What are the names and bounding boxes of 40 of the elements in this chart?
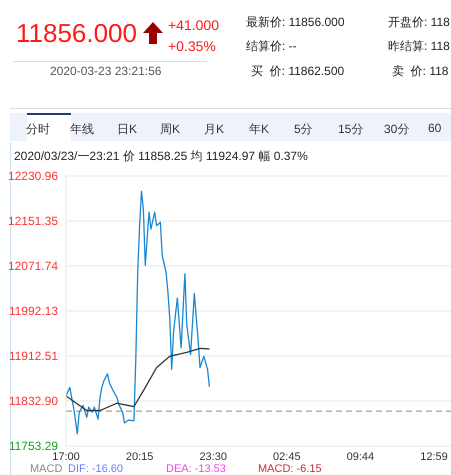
text: 5分 xyxy=(294,121,313,138)
text: 结算价: -- xyxy=(246,38,297,55)
text: MACD: -6.15 xyxy=(258,463,322,475)
text: 开盘价: 118 xyxy=(388,14,450,31)
line-series xyxy=(66,190,210,434)
y-tick-label: 12230.96 xyxy=(8,169,58,183)
x-tick-label: 23:30 xyxy=(199,450,227,463)
text: MACD xyxy=(30,463,62,475)
text: 买 价: 11862.500 xyxy=(251,63,344,80)
text: 11856.000 xyxy=(16,18,137,49)
text: 15分 xyxy=(338,121,364,138)
x-tick-label: 12:59 xyxy=(420,450,448,463)
text: 分时 xyxy=(26,121,50,138)
y-tick-label: 12071.74 xyxy=(8,259,58,273)
text: 2020/03/23/一23:21 价 11858.25 均 11924.97 幅 0.37% xyxy=(14,148,308,165)
text: 最新价: 11856.000 xyxy=(246,14,345,31)
x-tick-label: 20:15 xyxy=(126,450,154,463)
text: 60 xyxy=(428,121,442,135)
x-tick-label: 09:44 xyxy=(346,450,374,463)
x-tick-label: 02:45 xyxy=(273,450,301,463)
text: 卖 价: 118 xyxy=(392,63,448,80)
y-tick-label: 11753.29 xyxy=(8,439,58,453)
text: 日K xyxy=(117,121,138,138)
text: 昨结算: 118 xyxy=(388,38,450,55)
line-series xyxy=(66,348,210,412)
text: 月K xyxy=(204,121,224,138)
text: 2020-03-23 23:21:56 xyxy=(50,64,162,78)
x-tick-label: 17:00 xyxy=(52,450,80,463)
text: 年线 xyxy=(70,121,94,138)
text: +41.000 xyxy=(168,17,219,33)
y-tick-label: 12151.35 xyxy=(8,214,58,228)
text: DIF: -16.60 xyxy=(68,463,124,475)
text: 30分 xyxy=(384,121,410,138)
y-tick-label: 11912.51 xyxy=(8,349,58,363)
y-tick-label: 11992.13 xyxy=(8,304,58,318)
text: DEA: -13.53 xyxy=(166,463,226,475)
y-tick-label: 11832.90 xyxy=(8,394,58,408)
text: 年K xyxy=(249,121,270,138)
text: +0.35% xyxy=(168,38,216,54)
text: 周K xyxy=(160,121,180,138)
